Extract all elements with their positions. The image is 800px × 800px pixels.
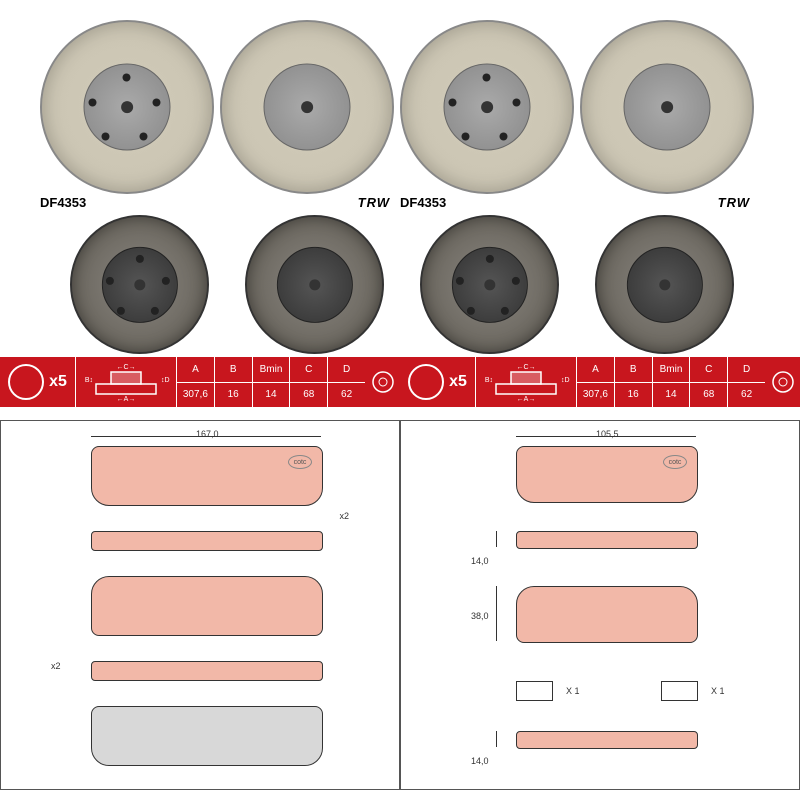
dimension-height: 14,0 xyxy=(471,556,489,566)
brake-pad-panel-left: 167,0 cotc x2 x2 xyxy=(0,420,400,790)
bolt-count: x5 xyxy=(449,373,467,391)
brake-pad-front-view: cotc xyxy=(91,446,323,506)
brake-pad-front-view: cotc xyxy=(516,446,698,503)
product-label-row: DF4353 TRW DF4353 TRW xyxy=(40,195,760,210)
spec-header: A xyxy=(177,357,214,383)
vent-icon xyxy=(365,357,400,407)
brake-pad-panel-right: 105,5 cotc 14,0 38,0 X 1 X 1 14,0 xyxy=(400,420,800,790)
quantity-label: X 1 xyxy=(711,686,725,696)
quantity-label: X 1 xyxy=(566,686,580,696)
bolt-pattern-icon: x5 xyxy=(400,357,476,407)
spec-panel-right: x5 ←C→ B↕ ↕D ←A→ A307,6 B16 Bmin14 C68 D… xyxy=(400,357,800,407)
brake-disc-rear xyxy=(70,215,205,350)
cross-section-icon: ←C→ B↕ ↕D ←A→ xyxy=(76,357,177,407)
spec-header: B xyxy=(215,357,252,383)
cotc-mark: cotc xyxy=(288,455,312,469)
brake-disc-front xyxy=(220,20,390,190)
brand-label: TRW xyxy=(575,195,760,210)
svg-text:←A→: ←A→ xyxy=(117,396,136,402)
svg-text:↕D: ↕D xyxy=(561,377,570,384)
part-code: DF4353 xyxy=(400,195,575,210)
part-code: DF4353 xyxy=(40,195,215,210)
spec-header: B xyxy=(615,357,652,383)
spec-table: A307,6 B16 Bmin14 C68 D62 xyxy=(577,357,765,407)
brake-pad-section: 167,0 cotc x2 x2 105,5 cotc xyxy=(0,420,800,790)
svg-text:B↕: B↕ xyxy=(485,377,493,384)
svg-text:←A→: ←A→ xyxy=(517,396,536,402)
cross-section-icon: ←C→ B↕ ↕D ←A→ xyxy=(476,357,577,407)
brake-disc-front xyxy=(40,20,210,190)
quantity-label: x2 xyxy=(51,661,61,671)
quantity-label: x2 xyxy=(339,511,349,521)
disc-row-top xyxy=(40,20,750,190)
svg-text:B↕: B↕ xyxy=(85,377,93,384)
brake-disc-rear xyxy=(595,215,730,350)
bolt-count: x5 xyxy=(49,373,67,391)
disc-row-bottom xyxy=(70,215,730,350)
brake-disc-front xyxy=(580,20,750,190)
dimension-height: 38,0 xyxy=(471,611,489,621)
spec-value: 62 xyxy=(728,383,765,408)
spec-value: 307,6 xyxy=(177,383,214,408)
svg-text:←C→: ←C→ xyxy=(516,364,535,371)
spec-value: 16 xyxy=(615,383,652,408)
brand-label: TRW xyxy=(215,195,400,210)
spec-panel-left: x5 ←C→ B↕ ↕D ←A→ A307,6 B16 Bmin14 C68 D… xyxy=(0,357,400,407)
spec-header: Bmin xyxy=(653,357,690,383)
spec-value: 14 xyxy=(253,383,290,408)
vent-icon xyxy=(765,357,800,407)
brake-pad-back-view xyxy=(516,586,698,643)
spec-band: x5 ←C→ B↕ ↕D ←A→ A307,6 B16 Bmin14 C68 D… xyxy=(0,357,800,407)
brake-pad-plate-view xyxy=(91,706,323,766)
spec-header: C xyxy=(690,357,727,383)
brake-pad-back-view xyxy=(91,576,323,636)
svg-text:↕D: ↕D xyxy=(161,377,170,384)
spec-header: Bmin xyxy=(253,357,290,383)
spec-value: 68 xyxy=(690,383,727,408)
brake-disc-rear xyxy=(245,215,380,350)
brake-clip xyxy=(661,681,698,701)
spec-value: 68 xyxy=(290,383,327,408)
spec-header: A xyxy=(577,357,614,383)
spec-value: 16 xyxy=(215,383,252,408)
spec-header: D xyxy=(728,357,765,383)
product-image-composite: DF4353 TRW DF4353 TRW xyxy=(0,0,800,800)
spec-header: C xyxy=(290,357,327,383)
brake-clip xyxy=(516,681,553,701)
cotc-mark: cotc xyxy=(663,455,687,469)
brake-disc-rear xyxy=(420,215,555,350)
bolt-pattern-icon: x5 xyxy=(0,357,76,407)
spec-table: A307,6 B16 Bmin14 C68 D62 xyxy=(177,357,365,407)
dimension-width: 105,5 xyxy=(596,429,619,439)
spec-header: D xyxy=(328,357,365,383)
brake-pad-side-view xyxy=(91,661,323,681)
dimension-width: 167,0 xyxy=(196,429,219,439)
spec-value: 307,6 xyxy=(577,383,614,408)
brake-disc-front xyxy=(400,20,570,190)
spec-value: 62 xyxy=(328,383,365,408)
brake-pad-side-view xyxy=(516,531,698,549)
brake-pad-side-view xyxy=(516,731,698,749)
svg-text:←C→: ←C→ xyxy=(116,364,135,371)
spec-value: 14 xyxy=(653,383,690,408)
dimension-height: 14,0 xyxy=(471,756,489,766)
brake-pad-side-view xyxy=(91,531,323,551)
